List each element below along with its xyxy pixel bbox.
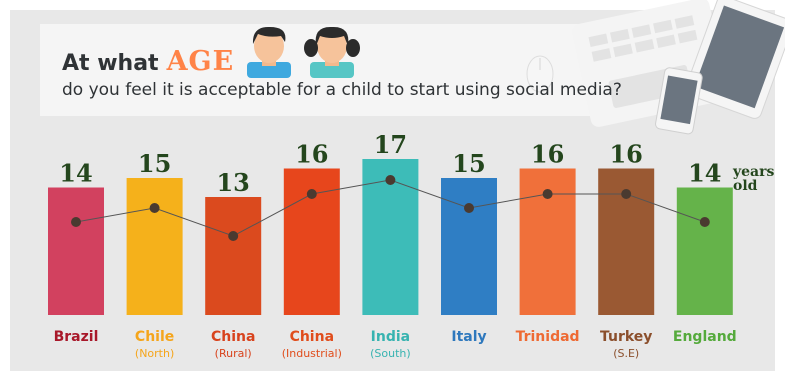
trend-marker (464, 203, 474, 213)
category-label: Trinidad (516, 329, 580, 345)
category-label: Turkey (600, 329, 652, 345)
bar-value-label: 13 (216, 168, 249, 197)
bar-value-label: 15 (452, 149, 485, 178)
category-sublabel: (South) (370, 347, 411, 360)
trend-marker (621, 189, 632, 199)
trend-marker (542, 189, 553, 199)
trend-marker (385, 175, 396, 185)
category-label: Italy (451, 329, 486, 345)
bar-value-label: 14 (59, 159, 92, 188)
category-label: China (290, 329, 334, 345)
bar-value-label: 16 (609, 140, 642, 169)
bar-value-label: 16 (531, 140, 564, 169)
category-label: China (211, 329, 255, 345)
category-sublabel: (Rural) (215, 347, 252, 360)
category-label: Brazil (54, 329, 99, 345)
title-emphasis-age: AGE (166, 46, 235, 77)
bar (48, 187, 104, 315)
tablet-icon (685, 0, 785, 119)
bar (205, 197, 262, 315)
bar (126, 178, 183, 315)
unit-label: old (733, 178, 758, 194)
category-sublabel: (S.E) (613, 347, 639, 360)
category-sublabel: (North) (135, 347, 174, 360)
unit-label: years (732, 164, 774, 180)
bar-value-label: 16 (295, 140, 328, 169)
trend-marker (71, 217, 81, 227)
trend-marker (149, 203, 160, 213)
bar-value-label: 17 (374, 130, 407, 159)
title-prefix: At what (62, 51, 159, 76)
category-label: England (673, 329, 737, 345)
trend-marker (228, 231, 239, 241)
bar-value-label: 14 (688, 159, 721, 188)
bar-value-label: 15 (138, 149, 171, 178)
category-label: Chile (135, 329, 174, 345)
smartphone-icon (655, 67, 703, 135)
bar (676, 187, 733, 315)
title-line-1: At what AGE (62, 46, 234, 77)
category-sublabel: (Industrial) (282, 347, 342, 360)
title-question: do you feel it is acceptable for a child… (62, 80, 622, 100)
bar (441, 178, 497, 315)
boy-avatar-icon (247, 26, 291, 78)
mouse-icon (526, 55, 554, 93)
category-label: India (371, 329, 410, 345)
trend-marker (306, 189, 317, 199)
girl-avatar-icon (304, 26, 360, 78)
trend-marker (699, 217, 710, 227)
